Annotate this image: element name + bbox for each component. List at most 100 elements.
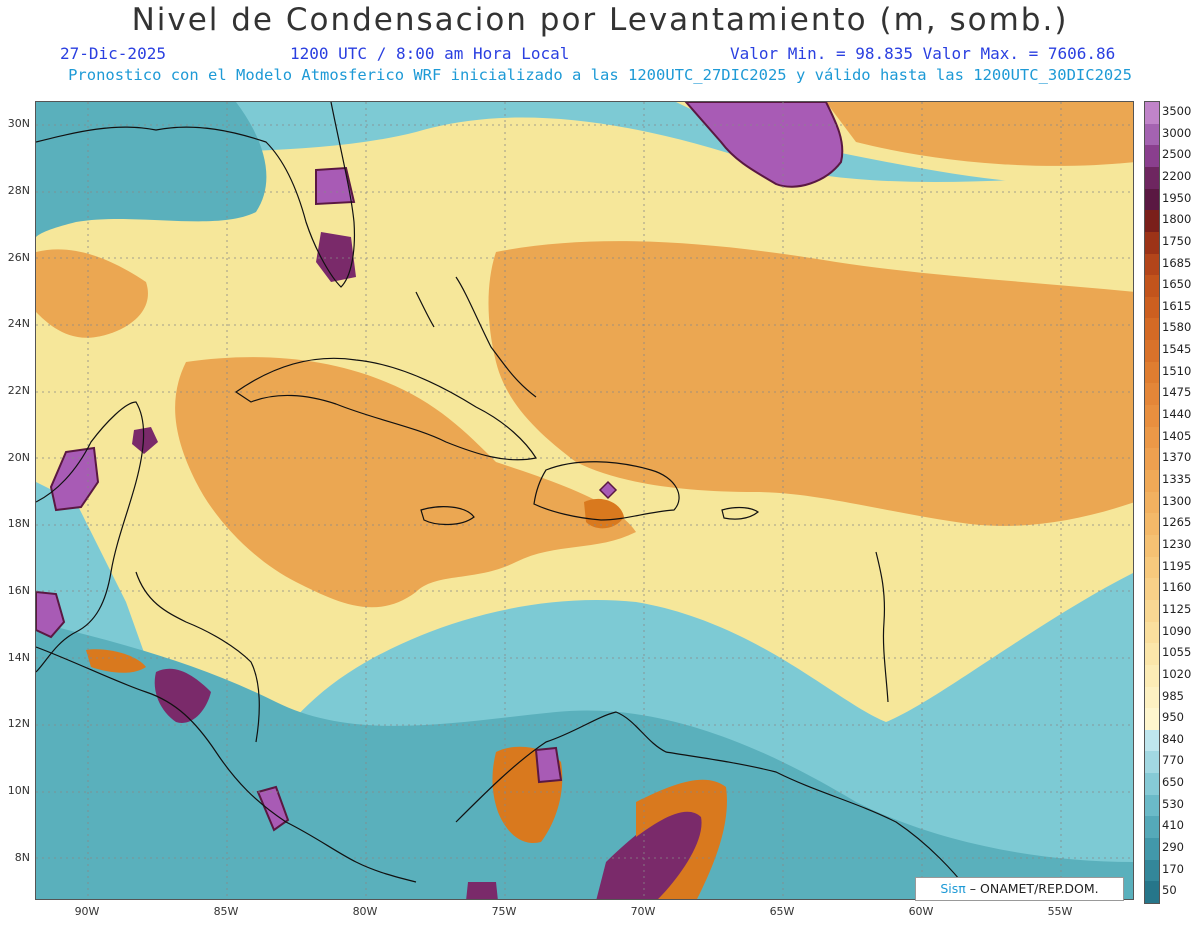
- lat-label: 16N: [7, 584, 30, 597]
- colorbar-swatch: [1145, 643, 1159, 666]
- colorbar-swatch: [1145, 816, 1159, 839]
- colorbar-swatch: [1145, 599, 1159, 623]
- coast-puertorico: [721, 506, 759, 520]
- colorbar-swatch: [1145, 405, 1159, 428]
- lcl-zone-high-northeast: [826, 102, 1133, 166]
- colorbar-label: 1020: [1162, 666, 1192, 681]
- colorbar-label: 650: [1162, 775, 1184, 790]
- colorbar-swatch: [1145, 534, 1159, 558]
- lcl-zone-low-south: [36, 622, 1133, 899]
- colorbar-label: 1335: [1162, 472, 1192, 487]
- colorbar-swatch: [1145, 102, 1159, 125]
- lat-label: 8N: [14, 851, 30, 864]
- colorbar-label: 1950: [1162, 190, 1192, 205]
- colorbar-label: 170: [1162, 861, 1184, 876]
- colorbar-swatch: [1145, 664, 1159, 687]
- colorbar-swatch: [1145, 513, 1159, 536]
- colorbar-label: 1090: [1162, 623, 1192, 638]
- colorbar-label: 2200: [1162, 168, 1192, 183]
- colorbar-swatch: [1145, 881, 1159, 904]
- lcl-zone-high-caribbean: [175, 357, 636, 608]
- colorbar-swatch: [1145, 751, 1159, 774]
- lcl-patch-florida-2: [316, 232, 356, 282]
- colorbar-swatch: [1145, 275, 1159, 298]
- lcl-zone-high-west: [36, 249, 148, 338]
- colorbar-label: 1230: [1162, 536, 1192, 551]
- colorbar-label: 1580: [1162, 320, 1192, 335]
- graticule: [36, 102, 1133, 899]
- colorbar-label: 1750: [1162, 233, 1192, 248]
- colorbar-swatch: [1145, 621, 1159, 644]
- colorbar-label: 840: [1162, 731, 1184, 746]
- coast-bahamas: [415, 276, 537, 398]
- map-svg: [36, 102, 1133, 899]
- lat-label: 14N: [7, 651, 30, 664]
- colorbar-swatch: [1145, 448, 1159, 471]
- colorbar-swatch: [1145, 296, 1159, 319]
- colorbar-swatch: [1145, 686, 1159, 709]
- lcl-patch-atlantic-north: [684, 102, 844, 188]
- lcl-zone-high-atlantic: [488, 241, 1133, 526]
- colorbar-label: 1545: [1162, 342, 1192, 357]
- colorbar-label: 985: [1162, 688, 1184, 703]
- colorbar-label: 1370: [1162, 450, 1192, 465]
- lon-label: 85W: [213, 905, 239, 918]
- model-description: Pronostico con el Modelo Atmosferico WRF…: [68, 66, 1132, 84]
- coastlines: [36, 102, 976, 899]
- colorbar-label: 530: [1162, 796, 1184, 811]
- colorbar-swatch: [1145, 318, 1159, 341]
- coast-hispaniola: [533, 461, 680, 521]
- colorbar-swatch: [1145, 578, 1159, 601]
- colorbar-label: 1800: [1162, 212, 1192, 227]
- coast-central-america: [36, 646, 417, 883]
- lcl-patch-guatemala: [36, 590, 66, 639]
- lcl-zone-low-north: [36, 102, 267, 237]
- lon-label: 70W: [630, 905, 656, 918]
- value-range: Valor Min. = 98.835 Valor Max. = 7606.86: [730, 44, 1116, 63]
- coast-lesser-antilles: [875, 551, 889, 703]
- lat-label: 18N: [7, 517, 30, 530]
- colorbar-label: 1265: [1162, 515, 1192, 530]
- lcl-patch-yucatan-east: [132, 427, 158, 454]
- colorbar-swatch: [1145, 859, 1159, 882]
- map-panel: [35, 101, 1134, 900]
- colorbar-label: 1615: [1162, 298, 1192, 313]
- colorbar-label: 1405: [1162, 428, 1192, 443]
- colorbar-swatch: [1145, 145, 1159, 168]
- colorbar-swatch: [1145, 838, 1159, 861]
- credit-box: Sisπ – ONAMET/REP.DOM.: [915, 877, 1124, 901]
- lon-label: 60W: [908, 905, 934, 918]
- colorbar-swatch: [1145, 253, 1159, 276]
- colorbar-swatch: [1145, 773, 1159, 796]
- lon-label: 65W: [769, 905, 795, 918]
- colorbar: [1144, 101, 1160, 904]
- lcl-patch-florida-1: [315, 166, 356, 206]
- colorbar-swatch: [1145, 794, 1159, 817]
- lcl-patch-costarica: [256, 785, 290, 832]
- colorbar-swatch: [1145, 708, 1159, 731]
- lon-label: 80W: [352, 905, 378, 918]
- colorbar-swatch: [1145, 340, 1159, 363]
- coast-central-america-east: [135, 571, 260, 743]
- colorbar-swatch: [1145, 470, 1159, 493]
- colorbar-swatch: [1145, 426, 1159, 449]
- lcl-patch-south-small: [466, 882, 498, 899]
- colorbar-label: 1475: [1162, 385, 1192, 400]
- colorbar-label: 1195: [1162, 558, 1192, 573]
- colorbar-label: 1440: [1162, 407, 1192, 422]
- lcl-patch-yucatan: [49, 446, 100, 512]
- lcl-patch-hispaniola: [584, 498, 624, 529]
- forecast-time: 1200 UTC / 8:00 am Hora Local: [290, 44, 570, 63]
- coast-yucatan: [36, 401, 145, 673]
- colorbar-label: 410: [1162, 818, 1184, 833]
- coast-jamaica: [420, 506, 475, 526]
- colorbar-label: 1510: [1162, 363, 1192, 378]
- colorbar-label: 1685: [1162, 255, 1192, 270]
- lon-label: 55W: [1047, 905, 1073, 918]
- colorbar-swatch: [1145, 491, 1159, 514]
- colorbar-label: 1055: [1162, 645, 1192, 660]
- lcl-patch-hispaniola-peak: [598, 480, 618, 500]
- colorbar-swatch: [1145, 166, 1159, 190]
- forecast-date: 27-Dic-2025: [60, 44, 166, 63]
- chart-title: Nivel de Condensacion por Levantamiento …: [131, 2, 1069, 38]
